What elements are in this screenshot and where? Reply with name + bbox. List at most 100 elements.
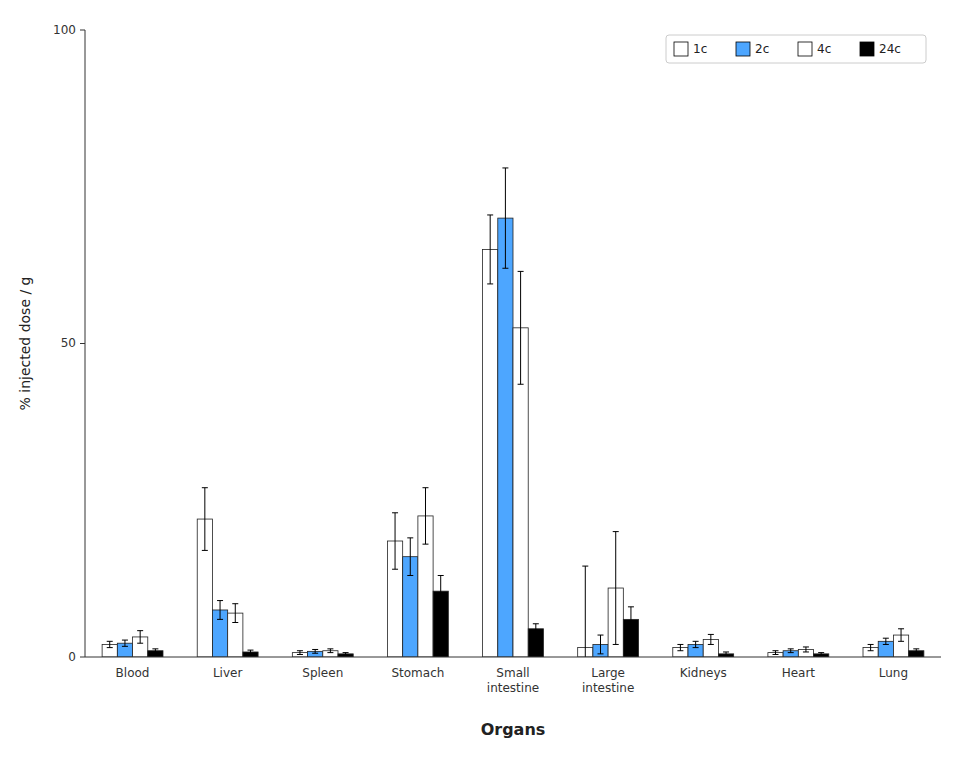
error-line [870,644,871,650]
error-line [695,641,696,647]
x-tick-label-line: Blood [116,666,150,680]
error-cap [217,600,223,601]
error-cap [343,652,349,653]
error-bar [883,638,889,644]
error-line [885,638,886,644]
legend-swatch [860,42,874,56]
x-tick-label: Stomach [391,666,444,680]
x-tick-label: Largeintestine [582,666,634,695]
error-cap [533,633,539,634]
legend-label: 24c [879,42,901,56]
error-line [410,538,411,576]
error-line [315,649,316,653]
error-bar [343,653,349,656]
error-bar [407,538,413,576]
legend-label: 1c [693,42,707,56]
error-cap [883,638,889,639]
error-cap [803,646,809,647]
error-cap [312,649,318,650]
chart: 050100BloodLiverSpleenStomachSmallintest… [0,0,961,757]
error-cap [137,630,143,631]
error-line [630,607,631,632]
x-tick-label: Smallintestine [487,666,539,695]
x-tick-label-line: Small [496,666,529,680]
error-cap [407,537,413,538]
error-bar [438,575,444,606]
error-cap [518,384,524,385]
error-cap [803,651,809,652]
error-line [505,168,506,268]
error-line [775,651,776,655]
error-cap [392,569,398,570]
legend-swatch [674,42,688,56]
error-bar [723,652,729,656]
error-cap [788,648,794,649]
error-bar [628,607,634,632]
error-line [710,634,711,644]
x-tick-label: Spleen [302,666,343,680]
error-line [520,271,521,384]
x-tick-label-line: intestine [487,681,539,695]
error-line [204,488,205,551]
error-cap [518,271,524,272]
error-line [726,652,727,656]
error-bar [518,271,524,384]
error-cap [107,647,113,648]
legend-label: 4c [817,42,831,56]
error-cap [613,531,619,532]
x-axis-line [85,657,941,658]
error-cap [122,640,128,641]
error-line [235,604,236,623]
error-line [109,641,110,647]
x-tick-label-line: Large [591,666,625,680]
error-bar [613,532,619,645]
error-cap [598,635,604,636]
error-cap [773,650,779,651]
error-line [535,624,536,634]
error-cap [502,268,508,269]
error-bar [202,488,208,551]
y-tick-label: 100 [53,23,76,37]
error-line [425,488,426,544]
error-cap [438,606,444,607]
error-bar [677,644,683,650]
error-bar [137,631,143,644]
error-cap [327,652,333,653]
error-cap [502,167,508,168]
error-cap [693,641,699,642]
error-line [124,640,125,646]
bar [483,249,498,657]
error-bar [598,635,604,654]
error-bar [297,651,303,655]
y-tick-label: 50 [61,336,76,350]
x-tick-label-line: Kidneys [680,666,727,680]
error-cap [773,654,779,655]
error-cap [152,652,158,653]
error-bar [107,641,113,647]
error-line [600,635,601,654]
series [133,271,909,657]
error-cap [818,655,824,656]
error-cap [693,647,699,648]
error-cap [217,619,223,620]
x-tick-label: Blood [116,666,150,680]
error-line [901,629,902,642]
x-tick-label-line: Lung [879,666,908,680]
error-cap [343,655,349,656]
error-line [220,601,221,620]
error-cap [708,634,714,635]
error-bar [232,604,238,623]
error-cap [913,648,919,649]
error-line [155,649,156,653]
x-tick-label-line: Heart [782,666,816,680]
error-line [805,647,806,652]
bar [498,218,513,657]
error-cap [677,650,683,651]
series [117,168,893,657]
error-line [250,650,251,654]
y-tick-label: 0 [68,650,76,664]
x-tick-label-line: Stomach [391,666,444,680]
error-cap [327,648,333,649]
error-cap [202,487,208,488]
error-line [680,644,681,650]
